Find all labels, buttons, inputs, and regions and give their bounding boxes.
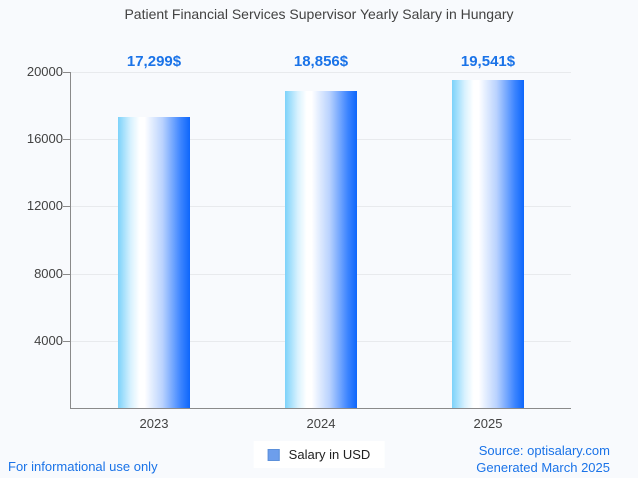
value-label-2023: 17,299$ xyxy=(126,53,182,70)
y-tick-8000 xyxy=(63,274,71,275)
x-axis-label-2025: 2025 xyxy=(473,416,503,431)
x-axis-label-2024: 2024 xyxy=(306,416,336,431)
value-label-2024: 18,856$ xyxy=(293,53,349,70)
y-axis-label-8000: 8000 xyxy=(34,266,63,281)
source-info: Source: optisalary.com Generated March 2… xyxy=(476,442,610,476)
y-tick-20000 xyxy=(63,72,71,73)
legend[interactable]: Salary in USD xyxy=(253,441,385,468)
y-axis-label-20000: 20000 xyxy=(26,64,63,79)
y-axis-label-16000: 16000 xyxy=(26,131,63,146)
x-axis-label-2023: 2023 xyxy=(139,416,169,431)
bar-2023[interactable] xyxy=(118,117,190,408)
bar-2025[interactable] xyxy=(452,80,524,408)
y-tick-4000 xyxy=(63,341,71,342)
legend-swatch-icon xyxy=(267,448,280,461)
y-axis-label-12000: 12000 xyxy=(26,198,63,213)
generated-date: Generated March 2025 xyxy=(476,460,610,475)
disclaimer-text: For informational use only xyxy=(8,459,158,474)
value-label-2025: 19,541$ xyxy=(460,53,516,70)
y-tick-16000 xyxy=(63,139,71,140)
y-tick-12000 xyxy=(63,206,71,207)
legend-label: Salary in USD xyxy=(288,447,371,462)
chart-title: Patient Financial Services Supervisor Ye… xyxy=(124,6,514,22)
gridline-20000 xyxy=(71,72,571,73)
bar-2024[interactable] xyxy=(285,91,357,408)
plot-area: 4000 8000 12000 16000 20000 17,299$ 2023 18,856… xyxy=(27,53,571,431)
source-link[interactable]: Source: optisalary.com xyxy=(478,443,610,458)
y-axis-label-4000: 4000 xyxy=(34,333,63,348)
